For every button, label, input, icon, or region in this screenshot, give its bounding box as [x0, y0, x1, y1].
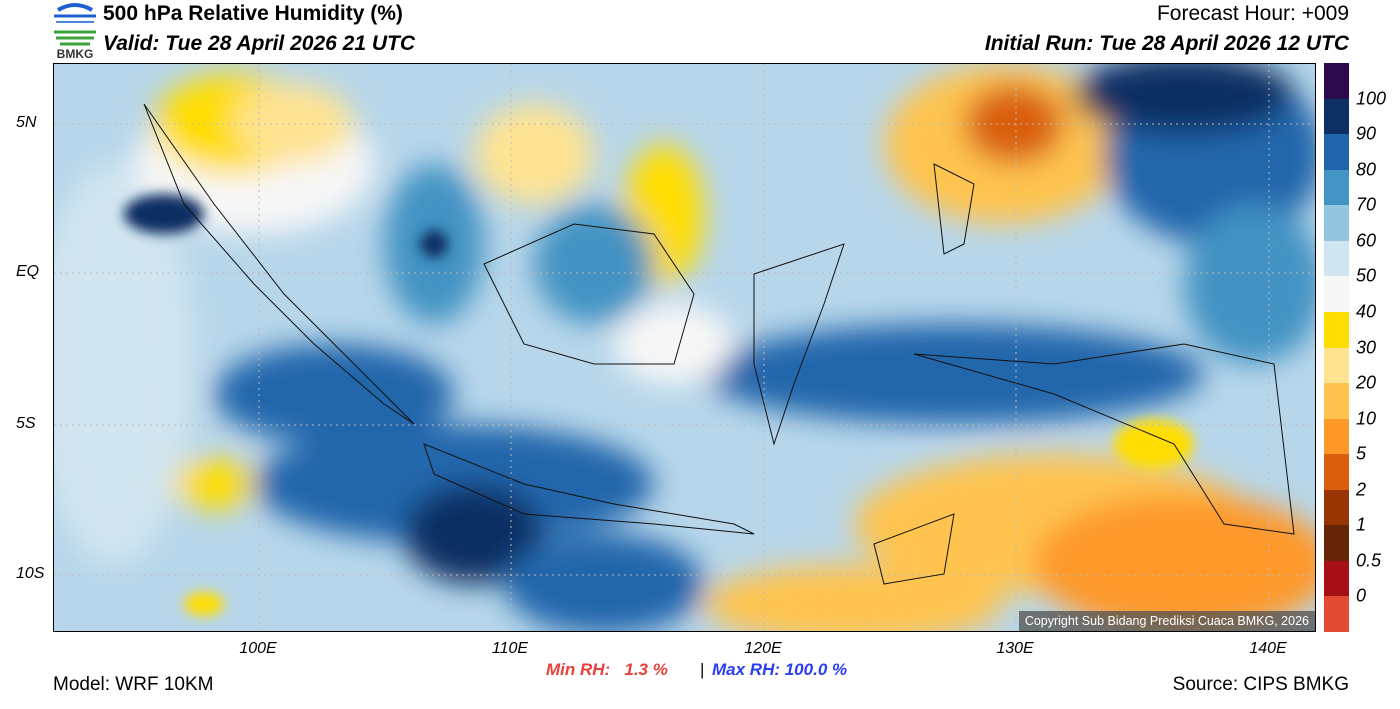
colorbar-segment — [1324, 63, 1349, 99]
colorbar-label: 70 — [1356, 194, 1377, 215]
colorbar-segment — [1324, 454, 1349, 490]
colorbar-label: 50 — [1356, 265, 1377, 286]
colorbar-label: 100 — [1356, 88, 1387, 109]
colorbar-segment — [1324, 134, 1349, 170]
min-rh: Min RH: 1.3 % — [546, 660, 668, 679]
chart-title: 500 hPa Relative Humidity (%) — [103, 2, 403, 25]
colorbar-segment — [1324, 418, 1349, 455]
lon-tick: 140E — [1249, 640, 1287, 657]
lon-tick: 120E — [744, 640, 782, 657]
lat-tick: 5S — [16, 415, 36, 432]
colorbar-segment — [1324, 596, 1349, 632]
colorbar-segment — [1324, 240, 1349, 277]
rh-separator: | — [700, 660, 705, 679]
lat-tick: 10S — [16, 565, 45, 582]
colorbar-segment — [1324, 383, 1349, 419]
colorbar-label: 5 — [1356, 443, 1367, 464]
max-rh: Max RH: 100.0 % — [712, 660, 848, 679]
valid-time: Valid: Tue 28 April 2026 21 UTC — [103, 32, 416, 55]
coastlines — [143, 103, 1295, 585]
colorbar-segment — [1324, 560, 1349, 597]
colorbar-label: 2 — [1356, 479, 1367, 500]
colorbar-label: 80 — [1356, 159, 1377, 180]
colorbar-label: 10 — [1356, 408, 1377, 429]
colorbar — [1324, 63, 1349, 632]
colorbar-segment — [1324, 525, 1349, 561]
colorbar-segment — [1324, 311, 1349, 348]
colorbar-label: 40 — [1356, 301, 1377, 322]
initial-run: Initial Run: Tue 28 April 2026 12 UTC — [984, 32, 1349, 55]
colorbar-label: 20 — [1356, 372, 1377, 393]
colorbar-segment — [1324, 98, 1349, 135]
bmkg-logo: BMKG — [54, 3, 96, 60]
colorbar-segment — [1324, 169, 1349, 206]
colorbar-segment — [1324, 205, 1349, 241]
colorbar-label: 0.5 — [1356, 550, 1382, 571]
lon-tick: 110E — [491, 640, 529, 657]
colorbar-label: 1 — [1356, 514, 1367, 535]
colorbar-segment — [1324, 276, 1349, 312]
colorbar-label: 0 — [1356, 585, 1367, 606]
forecast-hour: Forecast Hour: +009 — [1156, 2, 1349, 25]
humidity-map: Copyright Sub Bidang Prediksi Cuaca BMKG… — [53, 63, 1316, 632]
lat-tick: 5N — [16, 114, 37, 131]
copyright-notice: Copyright Sub Bidang Prediksi Cuaca BMKG… — [1018, 611, 1315, 631]
colorbar-label: 60 — [1356, 230, 1377, 251]
colorbar-label: 90 — [1356, 123, 1377, 144]
svg-text:BMKG: BMKG — [57, 47, 94, 60]
lat-tick: EQ — [16, 263, 40, 280]
colorbar-label: 30 — [1356, 337, 1377, 357]
model-label: Model: WRF 10KM — [53, 674, 214, 695]
colorbar-segment — [1324, 347, 1349, 384]
lon-tick: 100E — [239, 640, 277, 657]
colorbar-segment — [1324, 489, 1349, 526]
source-label: Source: CIPS BMKG — [1172, 674, 1349, 695]
humidity-field — [54, 64, 1315, 631]
lon-tick: 130E — [996, 640, 1034, 657]
